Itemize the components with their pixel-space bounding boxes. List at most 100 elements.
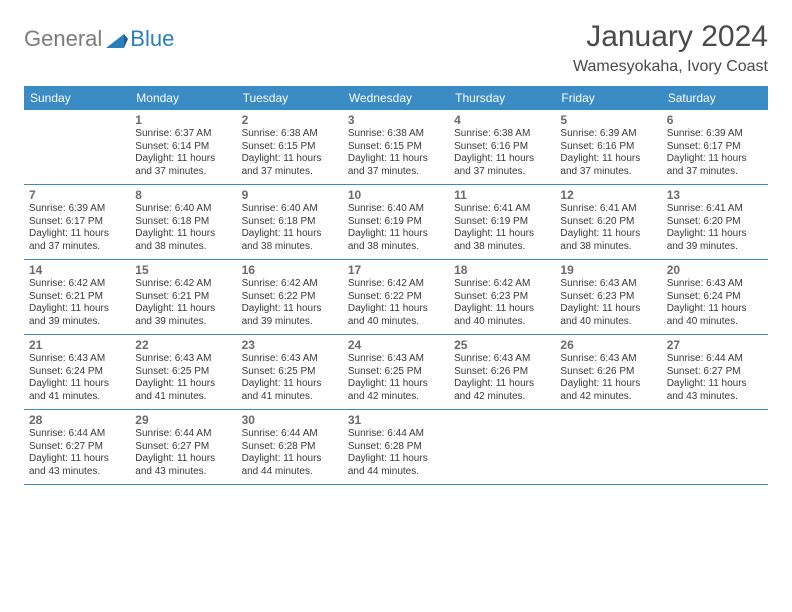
day-number: 14	[29, 263, 125, 277]
day-number: 31	[348, 413, 444, 427]
daylight-text: Daylight: 11 hours and 38 minutes.	[454, 228, 550, 253]
calendar-cell	[24, 110, 130, 184]
sunrise-text: Sunrise: 6:40 AM	[135, 203, 231, 216]
calendar-cell: 28Sunrise: 6:44 AMSunset: 6:27 PMDayligh…	[24, 410, 130, 484]
sunrise-text: Sunrise: 6:42 AM	[348, 278, 444, 291]
sunrise-text: Sunrise: 6:40 AM	[348, 203, 444, 216]
sunset-text: Sunset: 6:18 PM	[135, 216, 231, 229]
sunrise-text: Sunrise: 6:41 AM	[560, 203, 656, 216]
day-number: 1	[135, 113, 231, 127]
sunset-text: Sunset: 6:19 PM	[348, 216, 444, 229]
calendar-cell: 19Sunrise: 6:43 AMSunset: 6:23 PMDayligh…	[555, 260, 661, 334]
day-number: 22	[135, 338, 231, 352]
calendar-cell: 12Sunrise: 6:41 AMSunset: 6:20 PMDayligh…	[555, 185, 661, 259]
day-header: Thursday	[449, 86, 555, 110]
sunset-text: Sunset: 6:21 PM	[135, 291, 231, 304]
day-number: 19	[560, 263, 656, 277]
daylight-text: Daylight: 11 hours and 39 minutes.	[242, 303, 338, 328]
sunset-text: Sunset: 6:28 PM	[242, 441, 338, 454]
sunrise-text: Sunrise: 6:42 AM	[29, 278, 125, 291]
daylight-text: Daylight: 11 hours and 37 minutes.	[667, 153, 763, 178]
calendar-cell: 21Sunrise: 6:43 AMSunset: 6:24 PMDayligh…	[24, 335, 130, 409]
day-number: 10	[348, 188, 444, 202]
calendar-cell: 20Sunrise: 6:43 AMSunset: 6:24 PMDayligh…	[662, 260, 768, 334]
sunset-text: Sunset: 6:17 PM	[29, 216, 125, 229]
sunrise-text: Sunrise: 6:42 AM	[135, 278, 231, 291]
day-number: 6	[667, 113, 763, 127]
sunrise-text: Sunrise: 6:44 AM	[667, 353, 763, 366]
sunrise-text: Sunrise: 6:43 AM	[135, 353, 231, 366]
calendar-cell	[449, 410, 555, 484]
sunrise-text: Sunrise: 6:38 AM	[454, 128, 550, 141]
daylight-text: Daylight: 11 hours and 39 minutes.	[667, 228, 763, 253]
day-number: 15	[135, 263, 231, 277]
daylight-text: Daylight: 11 hours and 44 minutes.	[242, 453, 338, 478]
day-number: 4	[454, 113, 550, 127]
week-row: 28Sunrise: 6:44 AMSunset: 6:27 PMDayligh…	[24, 410, 768, 485]
sunset-text: Sunset: 6:16 PM	[454, 141, 550, 154]
daylight-text: Daylight: 11 hours and 42 minutes.	[348, 378, 444, 403]
calendar-cell: 4Sunrise: 6:38 AMSunset: 6:16 PMDaylight…	[449, 110, 555, 184]
calendar: Sunday Monday Tuesday Wednesday Thursday…	[24, 86, 768, 485]
sunrise-text: Sunrise: 6:43 AM	[29, 353, 125, 366]
calendar-cell: 26Sunrise: 6:43 AMSunset: 6:26 PMDayligh…	[555, 335, 661, 409]
daylight-text: Daylight: 11 hours and 41 minutes.	[242, 378, 338, 403]
calendar-cell: 31Sunrise: 6:44 AMSunset: 6:28 PMDayligh…	[343, 410, 449, 484]
week-row: 7Sunrise: 6:39 AMSunset: 6:17 PMDaylight…	[24, 185, 768, 260]
sunset-text: Sunset: 6:25 PM	[348, 366, 444, 379]
day-number: 29	[135, 413, 231, 427]
calendar-cell: 22Sunrise: 6:43 AMSunset: 6:25 PMDayligh…	[130, 335, 236, 409]
calendar-cell: 13Sunrise: 6:41 AMSunset: 6:20 PMDayligh…	[662, 185, 768, 259]
sunset-text: Sunset: 6:24 PM	[29, 366, 125, 379]
calendar-cell: 18Sunrise: 6:42 AMSunset: 6:23 PMDayligh…	[449, 260, 555, 334]
month-title: January 2024	[573, 20, 768, 54]
daylight-text: Daylight: 11 hours and 40 minutes.	[560, 303, 656, 328]
sunset-text: Sunset: 6:20 PM	[667, 216, 763, 229]
calendar-cell: 23Sunrise: 6:43 AMSunset: 6:25 PMDayligh…	[237, 335, 343, 409]
sunset-text: Sunset: 6:26 PM	[454, 366, 550, 379]
day-number: 25	[454, 338, 550, 352]
day-number: 24	[348, 338, 444, 352]
day-number: 23	[242, 338, 338, 352]
calendar-cell: 30Sunrise: 6:44 AMSunset: 6:28 PMDayligh…	[237, 410, 343, 484]
week-row: 1Sunrise: 6:37 AMSunset: 6:14 PMDaylight…	[24, 110, 768, 185]
day-number: 30	[242, 413, 338, 427]
calendar-cell: 3Sunrise: 6:38 AMSunset: 6:15 PMDaylight…	[343, 110, 449, 184]
day-header: Wednesday	[343, 86, 449, 110]
daylight-text: Daylight: 11 hours and 40 minutes.	[667, 303, 763, 328]
sunrise-text: Sunrise: 6:42 AM	[454, 278, 550, 291]
daylight-text: Daylight: 11 hours and 42 minutes.	[560, 378, 656, 403]
week-row: 21Sunrise: 6:43 AMSunset: 6:24 PMDayligh…	[24, 335, 768, 410]
daylight-text: Daylight: 11 hours and 38 minutes.	[560, 228, 656, 253]
sunset-text: Sunset: 6:17 PM	[667, 141, 763, 154]
calendar-cell	[555, 410, 661, 484]
sunset-text: Sunset: 6:24 PM	[667, 291, 763, 304]
calendar-cell	[662, 410, 768, 484]
sunset-text: Sunset: 6:18 PM	[242, 216, 338, 229]
sunrise-text: Sunrise: 6:37 AM	[135, 128, 231, 141]
sunset-text: Sunset: 6:27 PM	[667, 366, 763, 379]
sunrise-text: Sunrise: 6:38 AM	[242, 128, 338, 141]
sunrise-text: Sunrise: 6:41 AM	[667, 203, 763, 216]
day-headers-row: Sunday Monday Tuesday Wednesday Thursday…	[24, 86, 768, 110]
daylight-text: Daylight: 11 hours and 43 minutes.	[135, 453, 231, 478]
title-block: January 2024 Wamesyokaha, Ivory Coast	[573, 20, 768, 76]
logo-triangle-icon	[106, 30, 128, 48]
day-header: Sunday	[24, 86, 130, 110]
sunset-text: Sunset: 6:21 PM	[29, 291, 125, 304]
sunrise-text: Sunrise: 6:43 AM	[454, 353, 550, 366]
calendar-cell: 27Sunrise: 6:44 AMSunset: 6:27 PMDayligh…	[662, 335, 768, 409]
calendar-cell: 2Sunrise: 6:38 AMSunset: 6:15 PMDaylight…	[237, 110, 343, 184]
day-number: 12	[560, 188, 656, 202]
daylight-text: Daylight: 11 hours and 37 minutes.	[454, 153, 550, 178]
day-number: 17	[348, 263, 444, 277]
sunset-text: Sunset: 6:23 PM	[560, 291, 656, 304]
daylight-text: Daylight: 11 hours and 44 minutes.	[348, 453, 444, 478]
sunrise-text: Sunrise: 6:43 AM	[242, 353, 338, 366]
daylight-text: Daylight: 11 hours and 43 minutes.	[667, 378, 763, 403]
sunset-text: Sunset: 6:15 PM	[242, 141, 338, 154]
daylight-text: Daylight: 11 hours and 37 minutes.	[560, 153, 656, 178]
sunset-text: Sunset: 6:27 PM	[135, 441, 231, 454]
daylight-text: Daylight: 11 hours and 39 minutes.	[29, 303, 125, 328]
day-number: 8	[135, 188, 231, 202]
